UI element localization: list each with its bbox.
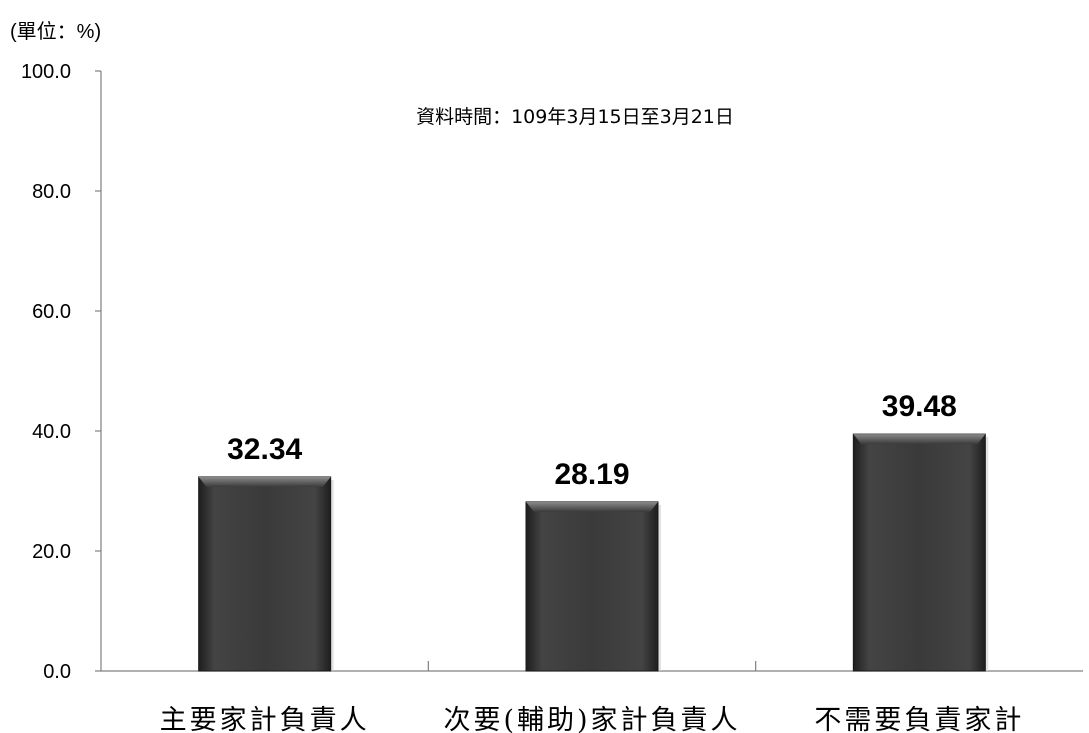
bar [852,433,989,672]
category-label: 不需要負責家計 [814,705,1024,733]
bar-body [852,433,986,672]
data-label: 32.34 [227,433,302,466]
bar [198,476,334,672]
data-label: 28.19 [554,458,629,491]
y-tick-label: 20.0 [32,541,71,563]
category-label: 主要家計負責人 [160,705,370,733]
bar-body [525,501,659,672]
bar [525,501,661,672]
bars [198,433,989,672]
y-tick-label: 60.0 [32,301,71,323]
y-tick-label: 0.0 [43,661,71,683]
category-label: 次要(輔助)家計負責人 [443,705,740,733]
bar-bevel [853,434,986,445]
data-label: 39.48 [882,390,957,423]
y-tick-label: 40.0 [32,421,71,443]
bar-bevel [526,501,658,512]
bar-bevel [198,476,331,487]
labels: 32.34 主要家計負責人 28.19 次要(輔助)家計負責人 39.48 不需要負責家計 [160,390,1024,733]
date-annotation: 資料時間：109年3月15日至3月21日 [416,106,734,128]
bar-body [198,476,332,672]
y-tick-label: 100.0 [21,61,71,83]
unit-label: (單位：%) [10,20,101,43]
y-tick-label: 80.0 [32,181,71,203]
